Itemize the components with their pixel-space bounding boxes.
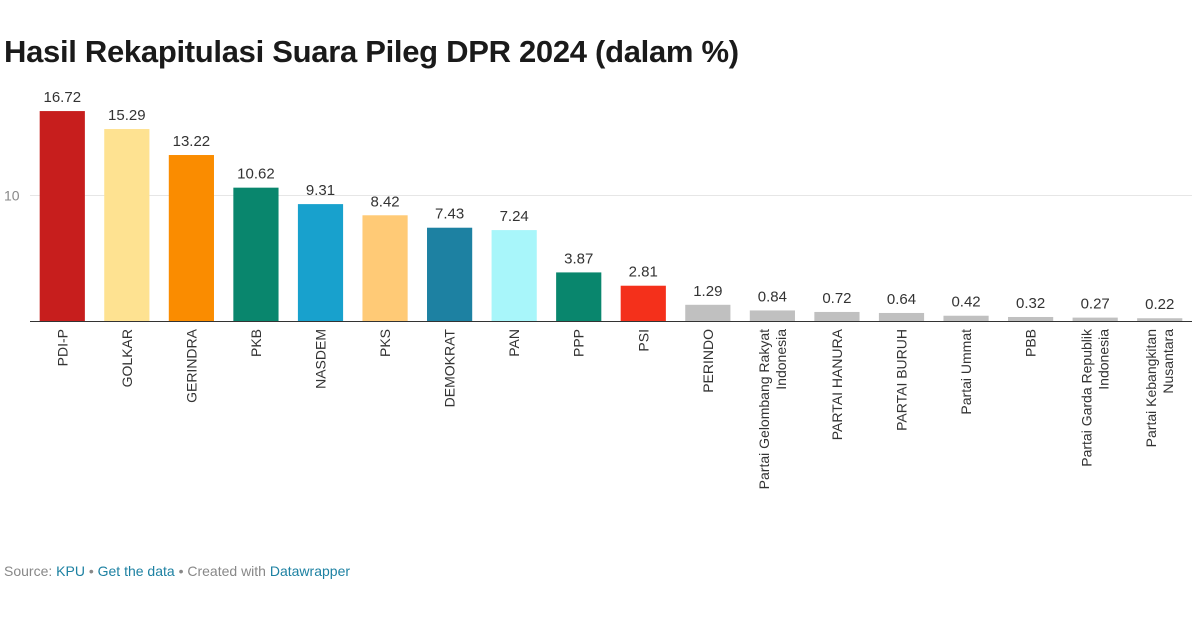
x-tick-label-group: PERINDO [700,329,716,393]
x-tick-label: PDI-P [54,329,70,366]
x-tick-label-group: PKB [248,329,264,357]
chart-title: Hasil Rekapitulasi Suara Pileg DPR 2024 … [4,34,739,69]
value-label: 9.31 [306,182,335,199]
bars-layer [39,111,1183,322]
x-tick-label-group: Partai Ummat [958,329,974,415]
source-label: Source: [4,563,57,579]
x-tick-label: Indonesia [773,329,789,390]
bar [39,111,85,322]
value-label: 0.84 [758,288,787,305]
category-labels-layer: PDI-P GOLKAR GERINDRA PKB NASDEM PKS DEMOKRAT P… [54,328,1176,489]
value-label: 16.72 [44,89,82,106]
value-label: 3.87 [564,250,593,267]
created-with-label: • Created with [174,563,270,579]
value-label: 7.24 [500,208,529,225]
x-tick-label-group: GERINDRA [183,328,199,403]
bar [233,187,279,321]
value-label: 0.27 [1081,296,1110,313]
x-tick-label-group: NASDEM [313,329,329,389]
x-tick-label-group: Partai Garda Republik Indonesia [1079,328,1112,467]
value-label: 0.22 [1145,296,1174,313]
x-tick-label-group: PDI-P [54,329,70,366]
datawrapper-link[interactable]: Datawrapper [269,563,351,579]
bar [878,312,925,321]
x-tick-label: Partai Gelombang Rakyat [756,329,772,489]
x-tick-label-group: Partai Kebangkitan Nusantara [1143,329,1176,448]
bar [168,155,214,321]
x-tick-label: PSI [635,329,651,352]
y-tick-label: 10 [4,187,20,203]
x-tick-label: NASDEM [313,329,329,389]
value-label: 8.42 [370,193,399,210]
x-tick-label: PAN [506,329,522,357]
x-tick-label: DEMOKRAT [442,329,458,408]
bar [297,204,344,321]
x-tick-label: PERINDO [700,329,716,393]
x-tick-label: PBB [1023,329,1039,357]
x-tick-label: PPP [571,329,587,357]
x-tick-label-group: DEMOKRAT [442,329,458,408]
x-tick-label-group: Partai Gelombang Rakyat Indonesia [756,329,789,490]
value-label: 0.72 [822,290,851,307]
get-the-data-link[interactable]: Get the data [97,563,175,579]
x-tick-label: Partai Garda Republik [1079,328,1095,467]
x-tick-label-group: PARTAI HANURA [829,328,845,440]
x-tick-label-group: PAN [506,329,522,357]
x-tick-label-group: PPP [571,329,587,357]
grid-layer: 10 [4,187,1192,322]
bar [1008,316,1054,321]
x-tick-label: PKB [248,329,264,357]
x-tick-label-group: GOLKAR [119,329,135,387]
x-tick-label: Partai Ummat [958,329,974,415]
x-tick-label-group: PSI [635,329,651,352]
x-tick-label-group: PKS [377,329,393,357]
bar [620,285,666,321]
x-tick-label-group: PBB [1023,329,1039,357]
x-tick-label: PKS [377,329,393,357]
bar [427,227,473,321]
bar [1137,318,1183,321]
value-label: 0.42 [951,294,980,311]
source-link-kpu[interactable]: KPU [56,563,85,579]
value-label: 0.32 [1016,295,1045,312]
value-label: 10.62 [237,166,275,183]
bar [749,310,795,321]
x-tick-label: PARTAI BURUH [894,329,910,431]
x-tick-label: GOLKAR [119,329,135,387]
bar [685,304,731,321]
x-tick-label: GERINDRA [183,328,199,403]
bar [104,129,150,321]
x-tick-label: Indonesia [1096,329,1112,390]
bar [943,315,989,321]
value-label: 1.29 [693,283,722,300]
bar [814,311,860,321]
x-tick-label-group: PARTAI BURUH [894,329,910,431]
value-labels-layer: 16.72 15.29 13.22 10.62 9.31 8.42 7.43 7.24 3.87… [44,89,1175,313]
value-label: 15.29 [108,107,146,124]
value-label: 2.81 [629,264,658,281]
separator: • [84,563,98,579]
x-tick-label: Nusantara [1160,329,1176,394]
bar [362,215,408,321]
bar [556,272,602,321]
bar [491,230,537,321]
bar [1072,317,1118,321]
value-label: 7.43 [435,206,464,223]
value-label: 13.22 [173,133,211,150]
x-tick-label: PARTAI HANURA [829,328,845,440]
value-label: 0.64 [887,291,916,308]
x-tick-label: Partai Kebangkitan [1143,329,1159,447]
chart-footer: Source: KPU • Get the data • Created wit… [4,563,350,579]
